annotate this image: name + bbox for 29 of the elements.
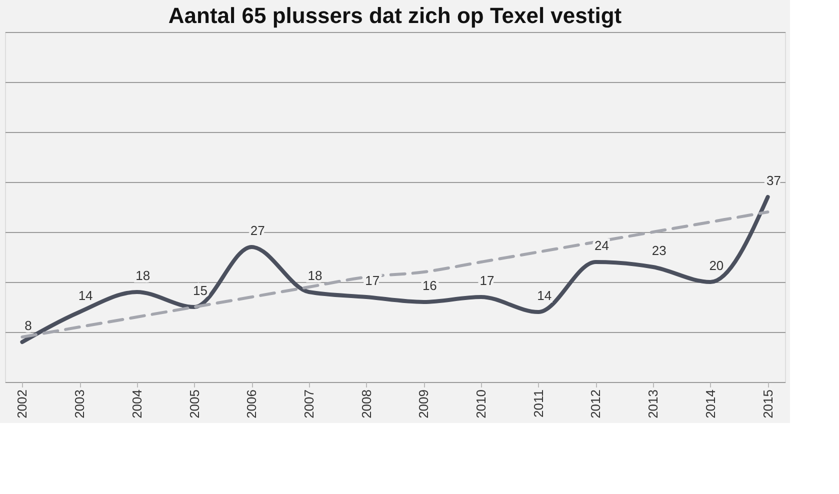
x-tick-label: 2007 (301, 390, 316, 418)
x-tick-label: 2013 (646, 390, 661, 418)
x-tick-label: 2002 (14, 390, 30, 418)
data-label: 17 (365, 273, 380, 288)
data-label: 15 (193, 283, 208, 298)
data-label: 17 (480, 273, 494, 288)
x-tick-label: 2011 (530, 390, 546, 418)
data-label: 16 (422, 278, 437, 293)
data-label: 14 (78, 288, 93, 303)
data-label: 24 (594, 238, 609, 253)
x-tick-label: 2005 (186, 390, 202, 418)
data-label: 23 (652, 243, 666, 258)
x-tick-label: 2015 (760, 390, 776, 418)
chart-title: Aantal 65 plussers dat zich op Texel vestigt (168, 3, 622, 28)
data-label: 20 (709, 258, 724, 273)
data-label: 37 (766, 173, 782, 188)
x-tick-label: 2009 (416, 390, 432, 418)
x-tick-label: 2010 (474, 390, 489, 418)
data-label: 8 (24, 318, 32, 333)
x-tick-label: 2014 (702, 390, 718, 418)
x-tick-label: 2004 (129, 390, 144, 418)
data-label: 18 (308, 268, 322, 283)
data-label: 18 (136, 268, 150, 283)
x-tick-label: 2012 (588, 390, 604, 418)
data-label: 27 (250, 223, 265, 238)
x-tick-label: 2003 (72, 390, 88, 418)
data-label: 14 (537, 288, 552, 303)
x-tick-label: 2008 (358, 390, 374, 418)
x-tick-label: 2006 (244, 390, 260, 418)
